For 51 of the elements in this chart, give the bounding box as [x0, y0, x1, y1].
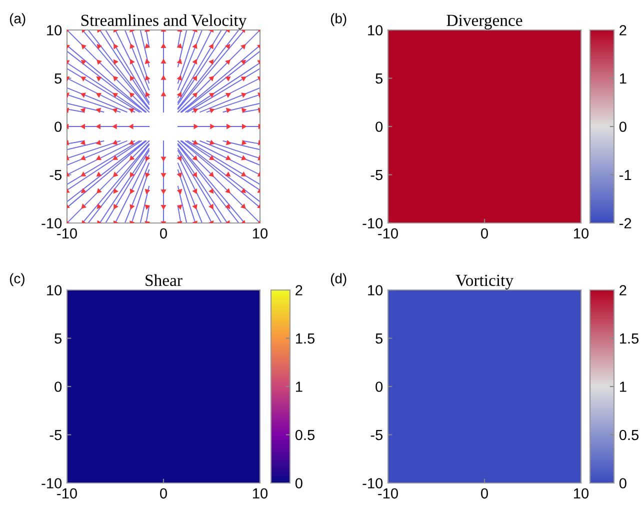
color-bar-label: 1.5 [296, 334, 315, 344]
y-tick-label: 10 [368, 25, 383, 36]
text: (c) [10, 273, 24, 286]
y-tick-label: 10 [47, 25, 62, 36]
x-tick-label: 10 [574, 488, 589, 499]
y-tick-label: 5 [376, 334, 383, 344]
y-tick-label: -5 [50, 170, 62, 180]
y-tick-label: -10 [362, 218, 383, 228]
color-bar-label: 0 [295, 478, 302, 488]
color-bar-label: 0 [619, 122, 626, 132]
text: (d) [330, 273, 346, 286]
y-tick-label: -10 [362, 478, 383, 488]
color-bar-label: 0.5 [295, 430, 315, 440]
y-tick-label: -5 [370, 170, 383, 180]
color-bar-label: 2 [296, 285, 302, 296]
y-tick-label: 0 [376, 382, 383, 392]
x-tick-label: 0 [160, 488, 167, 499]
color-bar-label: 1 [296, 382, 302, 392]
color-bar-label: 1 [620, 382, 626, 392]
text: (a) [10, 13, 26, 26]
color-bar-label: 0 [619, 478, 626, 488]
color-bar-label: -2 [620, 218, 632, 228]
x-tick-label: 0 [481, 488, 488, 499]
y-tick-label: 5 [54, 334, 62, 344]
color-bar-label: 1 [620, 74, 626, 84]
color-bar-label: 1.5 [620, 334, 639, 344]
text: (b) [330, 13, 346, 26]
y-tick-label: 10 [368, 285, 383, 296]
x-tick-label: 0 [481, 228, 488, 239]
color-bar-label: 2 [620, 25, 626, 36]
y-tick-label: -10 [42, 478, 62, 488]
x-tick-label: 10 [574, 228, 589, 239]
y-tick-label: 5 [54, 74, 62, 84]
y-tick-label: 0 [54, 382, 62, 392]
chart-title: Vorticity [456, 274, 514, 290]
y-tick-label: -5 [370, 430, 383, 440]
chart-title: Divergence [446, 14, 522, 30]
chart-title: Shear [146, 274, 182, 286]
color-bar-label: 2 [620, 285, 626, 296]
color-bar-label: -1 [620, 170, 632, 180]
y-tick-label: 5 [376, 74, 383, 84]
chart-title: Streamlines and Velocity [81, 14, 247, 30]
x-tick-label: 0 [160, 228, 167, 239]
color-bar-label: 0.5 [619, 430, 639, 440]
y-tick-label: 10 [47, 285, 62, 296]
y-tick-label: 0 [54, 122, 62, 132]
x-tick-label: 10 [253, 228, 268, 239]
y-tick-label: -5 [50, 430, 62, 440]
y-tick-label: 0 [376, 122, 383, 132]
x-tick-label: 10 [253, 488, 268, 499]
y-tick-label: -10 [42, 218, 62, 228]
